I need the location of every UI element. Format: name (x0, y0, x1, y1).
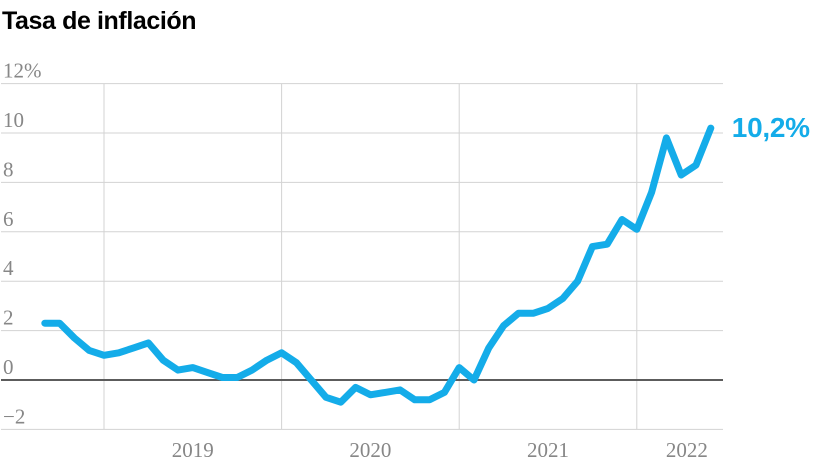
y-tick-label-12: 12% (3, 59, 42, 83)
y-tick-label--2: −2 (3, 404, 25, 428)
y-tick-label-2: 2 (3, 306, 14, 330)
last-value-label: 10,2% (731, 112, 810, 144)
horizontal-gridlines (1, 83, 723, 430)
y-tick-label-0: 0 (3, 355, 14, 379)
x-tick-label-2019: 2019 (172, 438, 214, 462)
y-tick-label-6: 6 (3, 207, 14, 231)
y-tick-label-4: 4 (3, 256, 14, 280)
x-tick-label-2022: 2022 (666, 438, 708, 462)
y-tick-label-8: 8 (3, 157, 14, 181)
inflation-line-series (41, 124, 715, 406)
vertical-gridlines (103, 83, 638, 430)
x-tick-label-2021: 2021 (527, 438, 569, 462)
x-axis-tick-labels: 2019 2020 2021 2022 (172, 438, 708, 462)
x-tick-label-2020: 2020 (349, 438, 391, 462)
chart-title: Tasa de inflación (2, 7, 197, 35)
y-tick-label-10: 10 (3, 108, 24, 132)
y-axis-tick-labels: 12% 10 8 6 4 2 0 −2 (3, 59, 42, 429)
inflation-line (41, 124, 715, 406)
